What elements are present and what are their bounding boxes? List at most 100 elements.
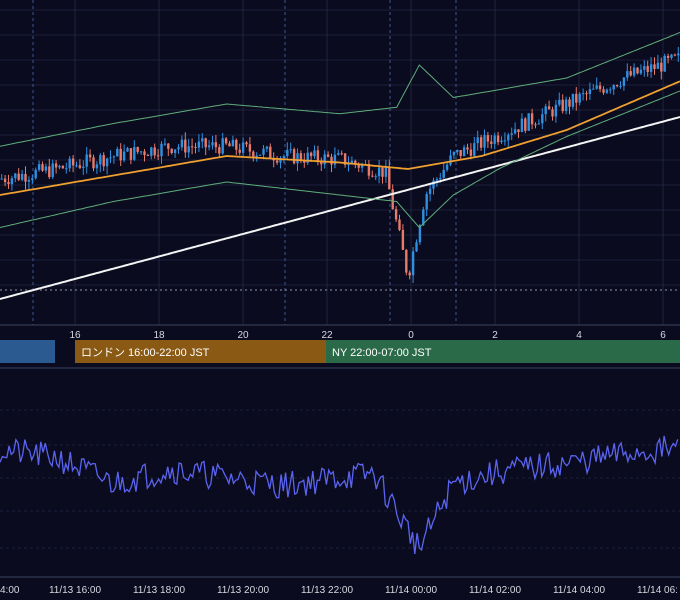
candle-body bbox=[241, 142, 245, 153]
candle-body bbox=[61, 165, 65, 169]
time-tick-label: 11/14 02:00 bbox=[469, 585, 522, 596]
candle-body bbox=[534, 124, 537, 126]
candle-body bbox=[109, 157, 112, 159]
candle-body bbox=[48, 166, 51, 178]
candle-body bbox=[337, 153, 340, 155]
time-tick-label: 11/13 20:00 bbox=[217, 585, 270, 596]
candle-body bbox=[459, 150, 462, 157]
bollinger-upper-line bbox=[0, 32, 680, 147]
candle-body bbox=[105, 158, 109, 167]
candle-body bbox=[292, 149, 296, 164]
candle-body bbox=[129, 148, 133, 160]
x-tick-label: 16 bbox=[69, 330, 81, 341]
candle-body bbox=[626, 71, 629, 78]
candle-body bbox=[139, 151, 143, 153]
candle-body bbox=[347, 164, 350, 166]
candle-body bbox=[102, 155, 105, 167]
candle-body bbox=[456, 150, 459, 153]
candle-body bbox=[466, 147, 469, 150]
candle-body bbox=[561, 99, 564, 112]
candle-body bbox=[316, 150, 320, 161]
candle-body bbox=[170, 148, 173, 154]
candle-body bbox=[34, 169, 37, 179]
candle-body bbox=[564, 99, 568, 112]
candle-body bbox=[377, 167, 381, 177]
candle-body bbox=[309, 152, 313, 157]
candle-body bbox=[245, 142, 248, 145]
candle-body bbox=[415, 242, 418, 252]
candle-body bbox=[224, 138, 228, 144]
candle-body bbox=[41, 164, 44, 171]
candle-body bbox=[194, 146, 197, 148]
candle-body bbox=[136, 147, 139, 152]
candle-body bbox=[92, 157, 95, 169]
session-block bbox=[75, 340, 326, 363]
time-tick-label: 11/14 04:00 bbox=[553, 585, 606, 596]
time-tick-label: 4:00 bbox=[0, 585, 20, 596]
candle-body bbox=[299, 153, 303, 161]
candle-body bbox=[666, 55, 670, 58]
candle-body bbox=[598, 85, 602, 90]
time-tick-label: 11/14 06: bbox=[637, 585, 678, 596]
candle-body bbox=[146, 155, 150, 157]
candle-body bbox=[248, 144, 252, 152]
candle-body bbox=[513, 129, 517, 134]
candle-body bbox=[677, 53, 680, 56]
candle-body bbox=[449, 155, 452, 165]
candle-body bbox=[537, 123, 541, 125]
time-tick-label: 11/13 18:00 bbox=[133, 585, 186, 596]
candle-body bbox=[554, 104, 558, 117]
candle-body bbox=[255, 155, 258, 158]
candle-body bbox=[231, 139, 235, 147]
candle-body bbox=[282, 156, 286, 159]
candle-body bbox=[394, 209, 398, 220]
candle-body bbox=[588, 89, 592, 94]
candle-body bbox=[31, 178, 34, 180]
moving-average-short-line bbox=[0, 80, 680, 196]
candle-body bbox=[75, 165, 78, 167]
candle-body bbox=[493, 135, 496, 144]
candle-body bbox=[44, 166, 48, 171]
candle-body bbox=[207, 145, 211, 148]
candle-body bbox=[496, 135, 500, 143]
gridlines bbox=[0, 0, 680, 325]
x-tick-label: 22 bbox=[321, 330, 333, 341]
candle-body bbox=[58, 165, 61, 168]
oscillator-line bbox=[0, 435, 679, 554]
candle-body bbox=[354, 160, 357, 165]
candle-body bbox=[615, 85, 619, 87]
oscillator-panel bbox=[0, 409, 680, 554]
x-tick-label: 6 bbox=[660, 330, 666, 341]
x-tick-label: 0 bbox=[408, 330, 414, 341]
candle-body bbox=[510, 133, 513, 135]
candle-body bbox=[133, 147, 136, 160]
time-tick-label: 11/13 16:00 bbox=[49, 585, 102, 596]
candle-body bbox=[374, 176, 377, 178]
candle-body bbox=[469, 149, 473, 156]
session-label: NY 22:00-07:00 JST bbox=[332, 347, 432, 359]
candle-body bbox=[99, 155, 102, 165]
candle-body bbox=[643, 66, 646, 70]
candle-body bbox=[190, 146, 194, 148]
candle-body bbox=[187, 146, 190, 153]
candle-body bbox=[10, 178, 14, 185]
candle-body bbox=[95, 164, 99, 169]
candle-body bbox=[575, 93, 578, 103]
candle-body bbox=[388, 166, 391, 190]
candle-body bbox=[483, 135, 486, 148]
candle-body bbox=[360, 164, 364, 168]
candle-body bbox=[160, 143, 163, 157]
candle-body bbox=[541, 114, 544, 124]
candle-body bbox=[479, 137, 483, 148]
candle-body bbox=[592, 88, 595, 90]
candle-body bbox=[235, 139, 238, 150]
session-bar: ロンドン 16:00-22:00 JST NY 22:00-07:00 JST bbox=[0, 340, 680, 363]
candle-body bbox=[320, 160, 323, 165]
candle-body bbox=[27, 179, 31, 182]
x-tick-label: 20 bbox=[237, 330, 249, 341]
candle-body bbox=[37, 164, 41, 170]
candle-body bbox=[381, 167, 384, 177]
candle-body bbox=[486, 135, 490, 142]
candle-body bbox=[547, 106, 551, 110]
candle-body bbox=[14, 173, 17, 179]
